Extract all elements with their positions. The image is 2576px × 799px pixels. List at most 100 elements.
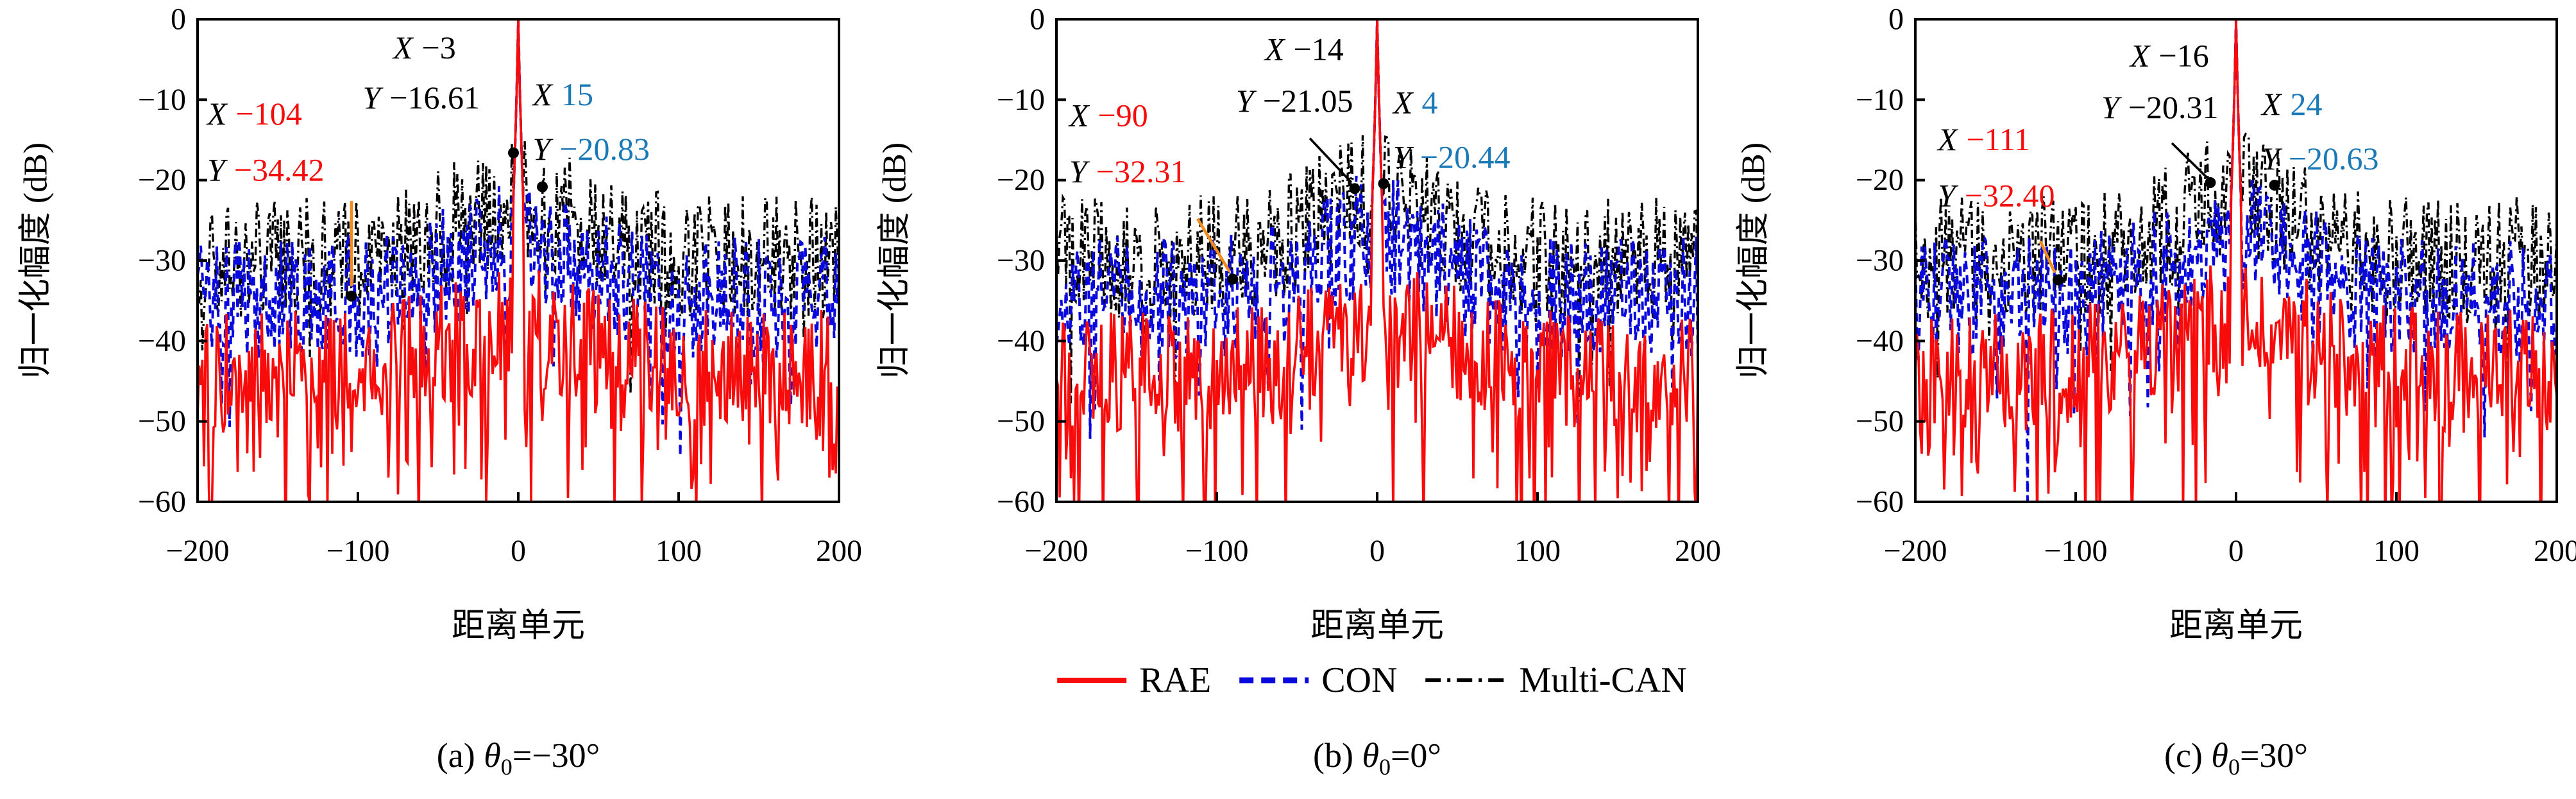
rae-curve [1056, 19, 1698, 502]
y-axis-label: 归一化幅度 (dB) [1735, 142, 1772, 379]
rae-curve [1915, 19, 2557, 502]
plot-svg-b: −200 −100 0 100 200 0 −10 −20 −30 −40 −50 −60 X −14 Y −… [997, 3, 1721, 569]
y-axis-label: 归一化幅度 (dB) [17, 142, 55, 379]
x-tick-label: 200 [816, 534, 862, 568]
panel-a: 归一化幅度 (dB) −200 −100 0 100 200 0 −10 −20 −30 −40−… [0, 0, 863, 799]
multi-can-curve [1056, 19, 1698, 420]
y-tick-label: −60 [997, 485, 1045, 519]
x-tick-label: −200 [1024, 534, 1088, 568]
x-tick-label: 0 [511, 534, 526, 568]
y-tick-label: −10 [1856, 83, 1904, 117]
curves-group [1915, 19, 2557, 502]
x-tick-label: −100 [326, 534, 389, 568]
x-tick-label: 0 [1369, 534, 1385, 568]
rae-peak-sidelobe-text-line-1: X −104 [206, 96, 302, 132]
caption-a: (a) θ0=−30° [198, 735, 839, 778]
x-axis-label: 距离单元 [451, 608, 585, 644]
x-tick-label: 200 [1675, 534, 1721, 568]
legend-item-con: CON [1238, 660, 1397, 701]
rae-peak-sidelobe-marker-dot [1227, 273, 1239, 285]
y-tick-label: −20 [138, 163, 186, 197]
rae-peak-sidelobe-leader-line [1196, 218, 1231, 273]
con-curve [1915, 19, 2557, 502]
x-tick-label: −100 [2044, 534, 2107, 568]
caption-subscript: 0 [500, 753, 513, 780]
x-axis-label: 距离单元 [1310, 608, 1444, 644]
rae-peak-sidelobe-text-line-2: Y −32.31 [1069, 153, 1187, 189]
y-tick-label: −40 [997, 324, 1045, 358]
caption-c: (c) θ0=30° [1915, 735, 2557, 778]
legend-sample-1 [1239, 677, 1309, 683]
con-near-sidelobe-text-line-2: Y −20.83 [533, 131, 650, 167]
y-tick-label: −60 [138, 485, 186, 519]
caption-prefix: (b) [1312, 736, 1362, 775]
rae-curve [198, 19, 839, 502]
y-tick-label: −30 [138, 244, 186, 278]
y-tick-label: −40 [1856, 324, 1904, 358]
rae-peak-sidelobe-text-line-1: X −111 [1936, 121, 2030, 157]
con-curve [1056, 19, 1698, 439]
con-near-sidelobe-marker-dot [537, 181, 548, 193]
x-tick-label: 100 [2373, 534, 2419, 568]
plot-svg-c: −200 −100 0 100 200 0 −10 −20 −30 −40 −50 −60 X −16 Y −… [1856, 3, 2576, 569]
caption-b: (b) θ0=0° [1056, 735, 1698, 778]
plot-svg-a: −200 −100 0 100 200 0 −10 −20 −30 −40 −50 −60 X −3 Y −1… [138, 3, 862, 569]
y-tick-label: −40 [138, 324, 186, 358]
caption-value: =−30° [512, 736, 600, 775]
y-tick-label: 0 [1888, 3, 1904, 37]
y-tick-label: 0 [171, 3, 186, 37]
y-tick-label: −10 [138, 83, 186, 117]
y-tick-label: −30 [997, 244, 1045, 278]
y-tick-label: −50 [1856, 404, 1904, 438]
y-axis-label: 归一化幅度 (dB) [876, 142, 913, 379]
multican-near-sidelobe-text-line-1: X −16 [2129, 38, 2209, 74]
x-tick-label: −100 [1185, 534, 1248, 568]
legend-label-rae: RAE [1139, 660, 1212, 700]
multican-near-sidelobe-marker-dot [1349, 183, 1360, 194]
con-near-sidelobe-text-line-2: Y −20.63 [2262, 141, 2379, 176]
legend-item-rae: RAE [1056, 660, 1211, 701]
caption-theta: θ [2211, 736, 2228, 775]
caption-prefix: (a) [436, 736, 484, 775]
panel-b: 归一化幅度 (dB) −200 −100 0 100 200 0 −10 −20 −30 −40−… [859, 0, 1722, 799]
x-tick-label: 200 [2534, 534, 2576, 568]
con-near-sidelobe-text-line-2: Y −20.44 [1393, 139, 1511, 175]
multican-near-sidelobe-text-line-1: X −14 [1264, 31, 1344, 67]
x-tick-label: 0 [2228, 534, 2244, 568]
y-tick-label: −20 [1856, 163, 1904, 197]
rae-peak-sidelobe-marker-dot [2053, 274, 2063, 286]
y-tick-label: −10 [997, 83, 1045, 117]
legend-label-multican: Multi-CAN [1519, 660, 1687, 700]
multican-near-sidelobe-leader-line [2171, 142, 2208, 179]
curves-group [198, 19, 839, 502]
multi-can-curve [1915, 19, 2557, 396]
y-tick-label: −50 [138, 404, 186, 438]
multican-near-sidelobe-text-line-2: Y −20.31 [2101, 89, 2219, 125]
con-near-sidelobe-marker-dot [2269, 180, 2280, 191]
legend: RAE CON Multi-CAN [1056, 660, 1687, 701]
multican-near-sidelobe-marker-dot [508, 147, 519, 159]
caption-subscript: 0 [2228, 753, 2240, 780]
caption-prefix: (c) [2164, 736, 2212, 775]
legend-label-con: CON [1321, 660, 1398, 700]
y-tick-label: 0 [1030, 3, 1045, 37]
con-near-sidelobe-marker-dot [1378, 178, 1389, 189]
caption-theta: θ [484, 736, 501, 775]
multican-near-sidelobe-text-line-2: Y −16.61 [363, 80, 480, 116]
caption-value: =0° [1390, 736, 1442, 775]
legend-sample-2 [1425, 678, 1507, 682]
y-tick-label: −30 [1856, 244, 1904, 278]
multican-near-sidelobe-leader-line [1309, 137, 1353, 184]
multican-near-sidelobe-text-line-1: X −3 [392, 30, 456, 65]
rae-peak-sidelobe-text-line-2: Y −32.40 [1938, 178, 2055, 214]
caption-value: =30° [2239, 736, 2309, 775]
x-tick-label: 100 [656, 534, 702, 568]
legend-item-multican: Multi-CAN [1424, 660, 1687, 701]
y-tick-label: −50 [997, 404, 1045, 438]
rae-peak-sidelobe-leader-line [2038, 240, 2056, 273]
legend-sample-0 [1057, 678, 1127, 683]
caption-theta: θ [1362, 736, 1379, 775]
multican-near-sidelobe-text-line-2: Y −21.05 [1236, 83, 1353, 119]
